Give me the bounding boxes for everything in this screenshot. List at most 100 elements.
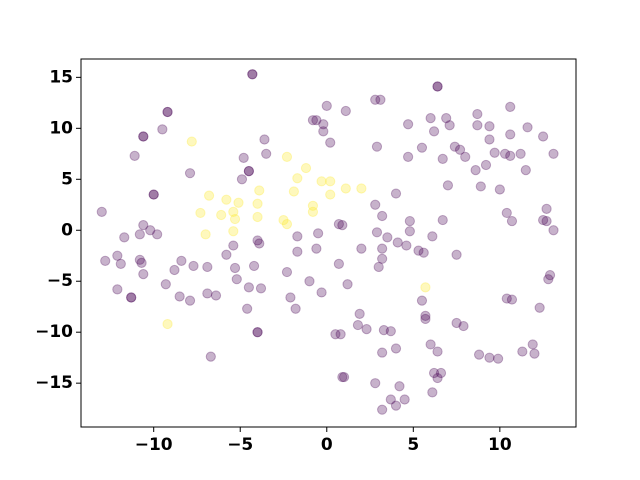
point	[342, 279, 353, 290]
point	[259, 134, 270, 145]
point	[517, 346, 528, 357]
point	[544, 270, 556, 281]
point	[432, 81, 443, 92]
point	[420, 313, 431, 325]
point	[427, 387, 438, 398]
point	[247, 69, 258, 80]
point	[505, 101, 516, 113]
point	[340, 105, 351, 117]
point	[136, 257, 147, 268]
point	[416, 142, 428, 153]
point	[460, 151, 471, 162]
point	[216, 209, 227, 221]
point	[138, 220, 149, 231]
y-tick-label: −5	[47, 271, 73, 291]
point	[522, 122, 533, 133]
point	[300, 162, 312, 174]
point	[307, 206, 319, 218]
point	[148, 189, 159, 200]
point	[316, 176, 327, 187]
point	[484, 352, 495, 363]
point	[292, 246, 303, 257]
point	[174, 291, 185, 302]
point	[138, 268, 149, 280]
point	[203, 190, 215, 201]
point	[473, 349, 485, 360]
point	[337, 371, 348, 383]
plot-frame	[80, 58, 577, 428]
point	[188, 260, 199, 272]
point	[333, 258, 344, 269]
point	[442, 180, 454, 191]
point	[228, 226, 239, 237]
point	[420, 310, 431, 321]
point	[520, 165, 531, 176]
point	[292, 231, 303, 242]
point	[202, 261, 213, 273]
point	[370, 378, 381, 389]
point	[333, 219, 344, 230]
y-tick-label: 5	[61, 169, 73, 189]
point	[506, 215, 518, 227]
point	[311, 115, 322, 126]
point	[404, 215, 415, 227]
point	[548, 148, 559, 159]
point	[484, 121, 495, 132]
point	[505, 129, 516, 140]
point	[484, 134, 495, 145]
point	[313, 228, 324, 239]
point	[373, 261, 384, 273]
point	[221, 249, 232, 260]
point	[252, 211, 263, 223]
point	[252, 327, 263, 338]
point	[385, 394, 396, 405]
point	[356, 243, 367, 254]
point	[543, 274, 554, 285]
point	[472, 108, 483, 120]
x-tick-label: −5	[227, 435, 253, 455]
y-tick-label: 15	[49, 67, 73, 87]
point	[238, 152, 249, 163]
point	[278, 214, 289, 226]
point	[325, 137, 336, 148]
point	[413, 245, 424, 256]
point	[186, 136, 197, 147]
point	[202, 288, 213, 299]
point	[340, 183, 351, 194]
point	[157, 124, 168, 135]
point	[281, 219, 293, 230]
point	[377, 404, 388, 415]
point	[371, 141, 383, 152]
point	[370, 199, 381, 210]
y-tick-label: −10	[35, 322, 73, 342]
point	[229, 213, 241, 225]
point	[454, 144, 466, 155]
y-tick-label: 10	[49, 118, 73, 138]
point	[394, 381, 405, 392]
point	[548, 225, 559, 236]
point	[292, 173, 303, 184]
point	[169, 264, 180, 276]
point	[330, 329, 341, 340]
point	[489, 147, 500, 158]
point	[428, 126, 440, 137]
point	[418, 247, 429, 258]
point	[541, 215, 552, 227]
point	[254, 238, 265, 249]
point	[506, 294, 518, 305]
point	[134, 229, 145, 240]
point	[138, 131, 149, 142]
point	[449, 141, 460, 152]
point	[228, 240, 239, 251]
point	[377, 243, 388, 254]
point	[119, 232, 130, 243]
point	[515, 148, 526, 159]
point	[285, 292, 296, 303]
point	[371, 227, 383, 238]
point	[338, 371, 350, 383]
point	[375, 94, 386, 105]
point	[361, 324, 372, 335]
point	[126, 292, 137, 303]
point	[228, 206, 239, 218]
